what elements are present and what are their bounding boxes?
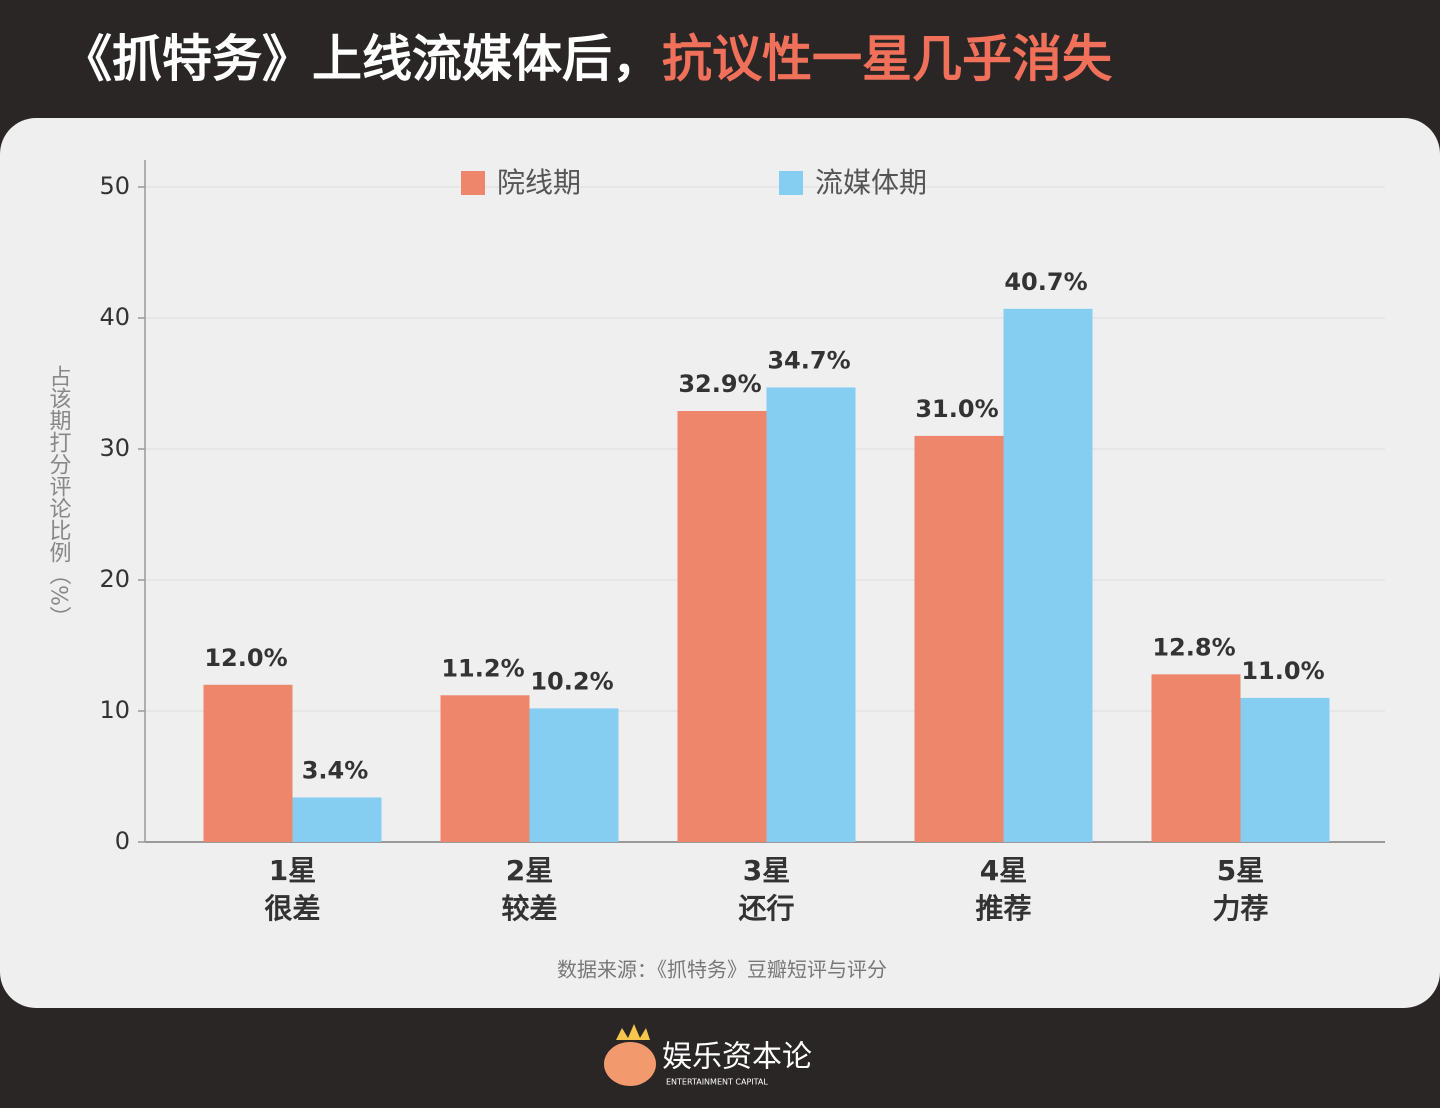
x-tick-label: 还行 (738, 892, 794, 925)
value-label: 40.7% (1004, 268, 1087, 296)
source-note: 数据来源：《抓特务》豆瓣短评与评分 (557, 958, 887, 982)
x-tick-label: 很差 (264, 892, 320, 925)
y-tick-label: 0 (115, 827, 130, 855)
title-highlight: 抗议性一星几乎消失 (662, 30, 1113, 88)
legend-swatch (779, 171, 803, 195)
legend-label: 院线期 (497, 166, 581, 199)
bar (1003, 308, 1093, 843)
value-label: 11.2% (441, 654, 524, 682)
value-label: 34.7% (767, 346, 850, 374)
bar (766, 387, 856, 842)
title-main: 《抓特务》上线流媒体后， (62, 30, 662, 88)
x-tick-label: 力荐 (1212, 892, 1268, 925)
x-tick-label: 3星 (743, 854, 790, 887)
bar (292, 797, 382, 842)
y-tick-label: 20 (99, 565, 130, 593)
footer-brand-en: ENTERTAINMENT CAPITAL (666, 1078, 768, 1087)
value-label: 10.2% (530, 667, 613, 695)
x-tick-label: 2星 (506, 854, 553, 887)
value-label: 12.8% (1152, 633, 1235, 661)
x-tick-label: 4星 (980, 854, 1027, 887)
footer-logo (604, 1024, 656, 1086)
legend-label: 流媒体期 (815, 166, 927, 199)
value-label: 31.0% (915, 395, 998, 423)
y-tick-label: 30 (99, 434, 130, 462)
x-tick-label: 较差 (501, 892, 557, 925)
x-tick-label: 推荐 (975, 892, 1031, 925)
bar (677, 411, 767, 842)
x-tick-label: 1星 (269, 854, 316, 887)
bar (440, 695, 530, 842)
value-label: 3.4% (302, 756, 369, 784)
value-label: 11.0% (1241, 657, 1324, 685)
value-label: 12.0% (204, 644, 287, 672)
y-tick-label: 10 (99, 696, 130, 724)
y-tick-label: 50 (99, 172, 130, 200)
footer-brand: 娱乐资本论 (662, 1040, 812, 1075)
bar (1240, 697, 1330, 842)
bar (1151, 674, 1241, 842)
title: 《抓特务》上线流媒体后，抗议性一星几乎消失 (62, 30, 1113, 88)
x-tick-label: 5星 (1217, 854, 1264, 887)
bar (203, 684, 293, 842)
legend-swatch (461, 171, 485, 195)
y-tick-label: 40 (99, 303, 130, 331)
bar (529, 708, 619, 842)
bar (914, 435, 1004, 842)
y-axis-label: 占该期打分评论比例（%） (46, 365, 72, 628)
value-label: 32.9% (678, 370, 761, 398)
